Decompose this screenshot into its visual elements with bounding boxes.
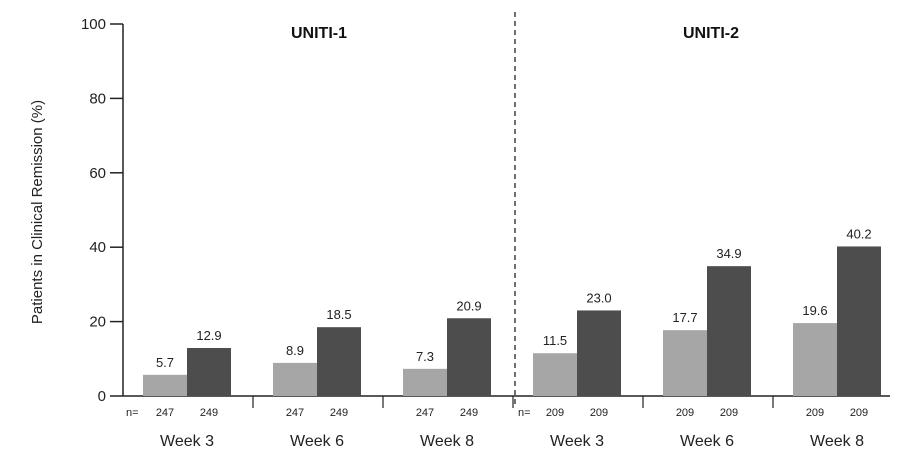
n-count: 247 bbox=[286, 407, 304, 419]
bar-treatment bbox=[577, 310, 621, 396]
y-tick-label: 80 bbox=[89, 90, 106, 107]
n-count: 209 bbox=[590, 407, 608, 419]
n-prefix: n= bbox=[518, 407, 531, 419]
n-count: 209 bbox=[546, 407, 564, 419]
bar-value-label: 12.9 bbox=[196, 328, 221, 343]
axes: 0 20 40 60 80 100 bbox=[81, 12, 890, 408]
panel-title: UNITI-2 bbox=[683, 25, 739, 42]
bar-value-label: 34.9 bbox=[716, 246, 741, 261]
bar-treatment bbox=[837, 246, 881, 396]
bar-treatment bbox=[447, 318, 491, 396]
bar-value-label: 18.5 bbox=[326, 307, 351, 322]
n-count: 249 bbox=[330, 407, 348, 419]
y-tick-label: 100 bbox=[81, 16, 106, 33]
n-count: 209 bbox=[676, 407, 694, 419]
n-row: n= 247 249 247 249 247 249 n= 209 209 209 209 209 209 bbox=[126, 407, 868, 419]
bar-value-label: 20.9 bbox=[456, 298, 481, 313]
bar-value-label: 23.0 bbox=[586, 290, 611, 305]
value-labels: 5.7 12.9 8.9 18.5 7.3 20.9 11.5 23.0 17.7 34.9 19.… bbox=[156, 226, 872, 369]
bar-placebo bbox=[273, 362, 317, 396]
week-label: Week 3 bbox=[550, 433, 604, 450]
bar-placebo bbox=[403, 368, 447, 396]
bar-placebo bbox=[143, 374, 187, 396]
n-count: 209 bbox=[806, 407, 824, 419]
bar-placebo bbox=[663, 330, 707, 396]
bar-treatment bbox=[317, 327, 361, 396]
week-label: Week 8 bbox=[420, 433, 474, 450]
week-label: Week 8 bbox=[810, 433, 864, 450]
panel-title: UNITI-1 bbox=[291, 25, 347, 42]
bar-placebo bbox=[793, 323, 837, 396]
bar-value-label: 11.5 bbox=[543, 333, 567, 348]
week-label: Week 3 bbox=[160, 433, 214, 450]
bar-value-label: 19.6 bbox=[802, 303, 827, 318]
week-label: Week 6 bbox=[290, 433, 344, 450]
week-labels: Week 3 Week 6 Week 8 Week 3 Week 6 Week 8 bbox=[160, 433, 864, 450]
bar-treatment bbox=[707, 266, 751, 396]
bars bbox=[143, 246, 881, 396]
n-count: 247 bbox=[156, 407, 174, 419]
y-tick-label: 0 bbox=[98, 388, 106, 405]
bar-value-label: 17.7 bbox=[672, 310, 697, 325]
y-axis-label: Patients in Clinical Remission (%) bbox=[29, 100, 46, 324]
y-tick-label: 60 bbox=[89, 165, 106, 182]
bar-placebo bbox=[533, 353, 577, 396]
n-count: 209 bbox=[850, 407, 868, 419]
bar-value-label: 8.9 bbox=[286, 343, 304, 358]
y-tick-label: 40 bbox=[89, 239, 106, 256]
n-prefix: n= bbox=[126, 407, 139, 419]
n-count: 209 bbox=[720, 407, 738, 419]
y-tick-label: 20 bbox=[89, 314, 106, 331]
bar-value-label: 40.2 bbox=[846, 226, 871, 241]
n-count: 249 bbox=[460, 407, 478, 419]
bar-value-label: 5.7 bbox=[156, 355, 174, 370]
n-count: 249 bbox=[200, 407, 218, 419]
week-label: Week 6 bbox=[680, 433, 734, 450]
bar-value-label: 7.3 bbox=[416, 349, 434, 364]
bar-treatment bbox=[187, 348, 231, 396]
panel-titles: UNITI-1 UNITI-2 bbox=[291, 25, 739, 42]
n-count: 247 bbox=[416, 407, 434, 419]
